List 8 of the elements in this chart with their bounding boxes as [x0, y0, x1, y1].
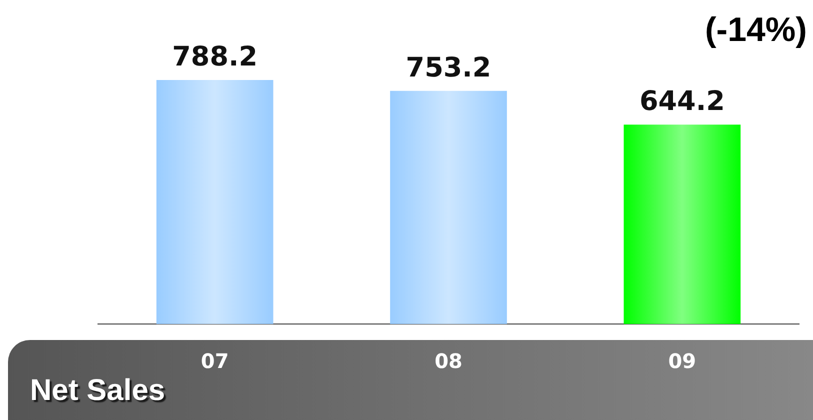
x-tick-label: 07: [200, 349, 229, 374]
data-label: 788.2: [172, 42, 258, 73]
data-label: 644.2: [639, 86, 725, 118]
text: Net Sales: [30, 374, 166, 408]
x-tick-label: 08: [434, 349, 462, 374]
data-label: 753.2: [406, 52, 492, 84]
text: (-14%): [704, 10, 807, 50]
x-tick-label: 09: [668, 349, 696, 374]
